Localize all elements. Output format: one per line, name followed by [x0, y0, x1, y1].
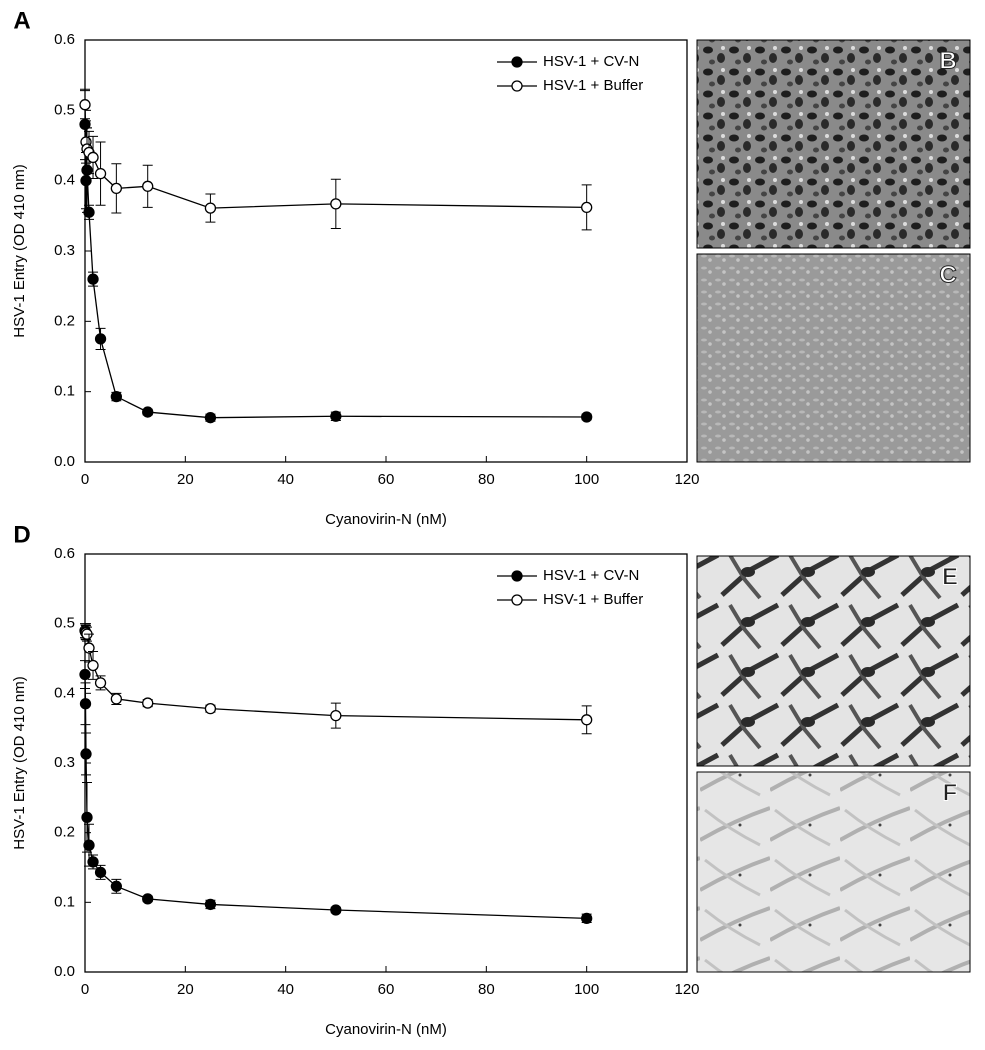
panel-label: F — [943, 779, 958, 806]
data-point — [204, 412, 217, 424]
data-point — [94, 167, 107, 180]
x-tick-label: 100 — [574, 981, 599, 998]
data-point — [330, 709, 342, 722]
micrograph — [696, 253, 971, 463]
data-point — [87, 856, 99, 868]
y-tick-label: 0.1 — [54, 383, 75, 400]
plot-frame — [84, 553, 688, 973]
x-axis-label: Cyanovirin-N (nM) — [325, 511, 447, 528]
panel-label: A — [13, 7, 30, 34]
data-point — [79, 698, 92, 710]
data-point — [110, 390, 123, 403]
data-point — [79, 99, 91, 111]
data-point — [581, 201, 593, 214]
data-point — [94, 677, 107, 689]
x-tick-label: 80 — [478, 471, 495, 488]
legend-label: HSV-1 + Buffer — [543, 591, 643, 608]
data-point — [83, 642, 95, 654]
x-tick-label: 120 — [674, 981, 699, 998]
x-axis-label: Cyanovirin-N (nM) — [325, 1021, 447, 1038]
data-point — [581, 912, 593, 925]
data-point — [94, 866, 107, 879]
y-tick-label: 0.2 — [54, 312, 75, 329]
x-tick-label: 120 — [674, 471, 699, 488]
data-point — [83, 206, 95, 218]
y-tick-label: 0.4 — [54, 684, 75, 701]
legend-marker — [511, 570, 523, 582]
panel-label: C — [939, 261, 956, 288]
y-tick-label: 0.5 — [54, 615, 75, 632]
data-point — [83, 839, 95, 851]
x-tick-label: 40 — [277, 471, 294, 488]
legend-marker — [511, 56, 523, 68]
data-point — [330, 904, 342, 916]
data-point — [87, 659, 99, 672]
data-point — [142, 893, 154, 905]
y-tick-label: 0.4 — [54, 172, 75, 189]
y-axis-label: HSV-1 Entry (OD 410 nm) — [11, 164, 28, 337]
x-tick-label: 80 — [478, 981, 495, 998]
y-tick-label: 0.6 — [54, 31, 75, 48]
x-tick-label: 60 — [378, 471, 395, 488]
panel-label: B — [939, 47, 956, 74]
y-tick-label: 0.6 — [54, 545, 75, 562]
micrograph — [696, 771, 971, 973]
data-point — [87, 151, 99, 164]
panel-label: E — [942, 563, 958, 590]
y-tick-label: 0.3 — [54, 242, 75, 259]
x-tick-label: 100 — [574, 471, 599, 488]
data-point — [79, 668, 91, 681]
data-point — [110, 182, 123, 195]
data-point — [204, 898, 217, 911]
y-tick-label: 0.3 — [54, 754, 75, 771]
x-tick-label: 0 — [81, 471, 89, 488]
micrograph — [696, 555, 971, 767]
series-line — [84, 124, 587, 419]
legend-marker — [511, 80, 523, 92]
y-tick-label: 0.0 — [54, 453, 75, 470]
micrograph — [696, 39, 971, 249]
y-tick-label: 0.2 — [54, 824, 75, 841]
data-point — [581, 714, 593, 726]
data-point — [204, 703, 217, 715]
data-point — [110, 880, 123, 892]
data-point — [204, 202, 217, 214]
x-tick-label: 0 — [81, 981, 89, 998]
y-tick-label: 0.1 — [54, 893, 75, 910]
legend-marker — [511, 594, 523, 606]
x-tick-label: 40 — [277, 981, 294, 998]
x-tick-label: 20 — [177, 981, 194, 998]
data-point — [142, 406, 154, 418]
data-point — [87, 273, 99, 285]
data-point — [80, 175, 92, 187]
panel-label: D — [13, 521, 30, 548]
plot-frame — [84, 39, 688, 463]
data-point — [80, 748, 92, 760]
y-axis-label: HSV-1 Entry (OD 410 nm) — [11, 676, 28, 849]
data-point — [142, 180, 154, 192]
legend-label: HSV-1 + Buffer — [543, 77, 643, 94]
x-tick-label: 60 — [378, 981, 395, 998]
data-point — [142, 697, 154, 709]
y-tick-label: 0.5 — [54, 101, 75, 118]
legend-label: HSV-1 + CV-N — [543, 567, 639, 584]
x-tick-label: 20 — [177, 471, 194, 488]
data-point — [110, 693, 123, 705]
y-tick-label: 0.0 — [54, 963, 75, 980]
data-point — [94, 333, 107, 345]
data-point — [330, 198, 342, 210]
data-point — [581, 411, 593, 423]
data-point — [81, 811, 93, 823]
data-point — [330, 410, 342, 422]
legend-label: HSV-1 + CV-N — [543, 53, 639, 70]
